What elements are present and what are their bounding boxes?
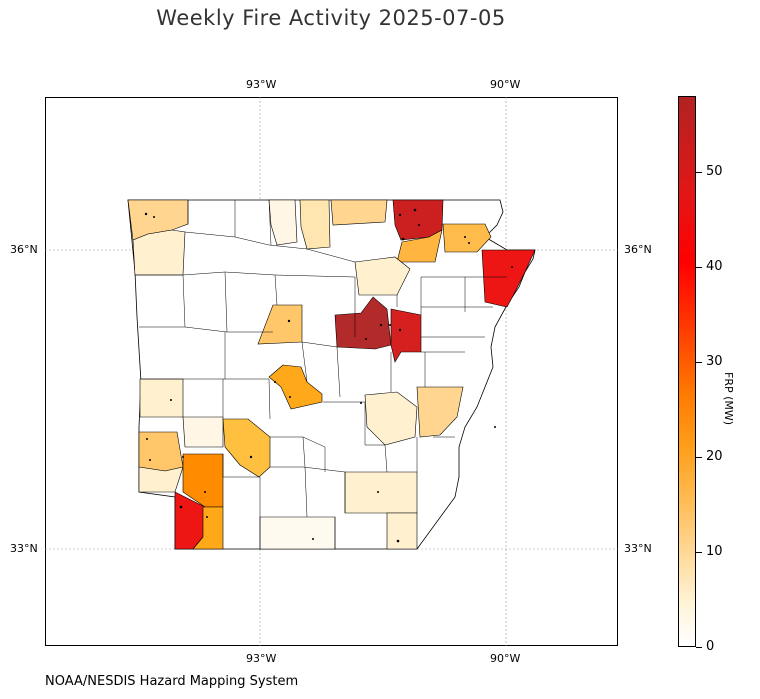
county-boone xyxy=(268,199,298,246)
county-marion xyxy=(299,199,331,250)
county-washington xyxy=(132,229,186,276)
lon-tick-top-93w: 93°W xyxy=(246,78,277,91)
state-outline xyxy=(127,199,536,550)
chart-title: Weekly Fire Activity 2025-07-05 xyxy=(156,6,506,30)
county-garland xyxy=(222,418,271,478)
colorbar-title: FRP (MW) xyxy=(722,372,735,426)
fire-detections xyxy=(144,208,513,543)
county-polk xyxy=(139,378,184,418)
county-lafayette xyxy=(192,506,224,550)
county-desha xyxy=(416,386,464,438)
county-ashley xyxy=(386,512,418,550)
colorbar xyxy=(678,96,696,647)
colorbar-tick-mark xyxy=(696,267,702,268)
colorbar-tick-mark xyxy=(696,172,702,173)
lat-tick-left-33n: 33°N xyxy=(10,542,38,555)
county-saline xyxy=(268,364,323,410)
colorbar-tick-label: 0 xyxy=(706,639,715,654)
lon-tick-bottom-90w: 90°W xyxy=(490,652,521,665)
lat-tick-right-36n: 36°N xyxy=(624,243,652,256)
county-little-river xyxy=(138,466,184,493)
lon-tick-bottom-93w: 93°W xyxy=(246,652,277,665)
county-union xyxy=(259,516,336,550)
colorbar-tick-mark xyxy=(696,647,702,648)
county-baxter xyxy=(330,199,388,226)
county-sevier xyxy=(138,431,184,472)
source-credit: NOAA/NESDIS Hazard Mapping System xyxy=(45,674,299,689)
lat-tick-left-36n: 36°N xyxy=(10,243,38,256)
colorbar-tick-mark xyxy=(696,552,702,553)
colorbar-tick-label: 40 xyxy=(706,259,723,274)
lat-tick-right-33n: 33°N xyxy=(624,542,652,555)
county-greene xyxy=(396,229,443,263)
county-borders xyxy=(135,199,507,549)
county-izard xyxy=(354,256,411,296)
colorbar-tick-label: 30 xyxy=(706,354,723,369)
colorbar-tick-label: 10 xyxy=(706,544,723,559)
fire-counties xyxy=(127,199,536,550)
county-jefferson-east xyxy=(364,391,418,446)
colorbar-tick-label: 20 xyxy=(706,449,723,464)
county-craighead xyxy=(442,223,492,253)
county-montgomery xyxy=(182,416,224,448)
county-mississippi xyxy=(481,249,536,308)
county-chicot xyxy=(344,471,418,514)
colorbar-tick-label: 50 xyxy=(706,164,723,179)
colorbar-tick-mark xyxy=(696,457,702,458)
colorbar-tick-mark xyxy=(696,362,702,363)
county-white xyxy=(334,296,392,350)
lon-tick-top-90w: 90°W xyxy=(490,78,521,91)
map-canvas xyxy=(45,97,618,646)
